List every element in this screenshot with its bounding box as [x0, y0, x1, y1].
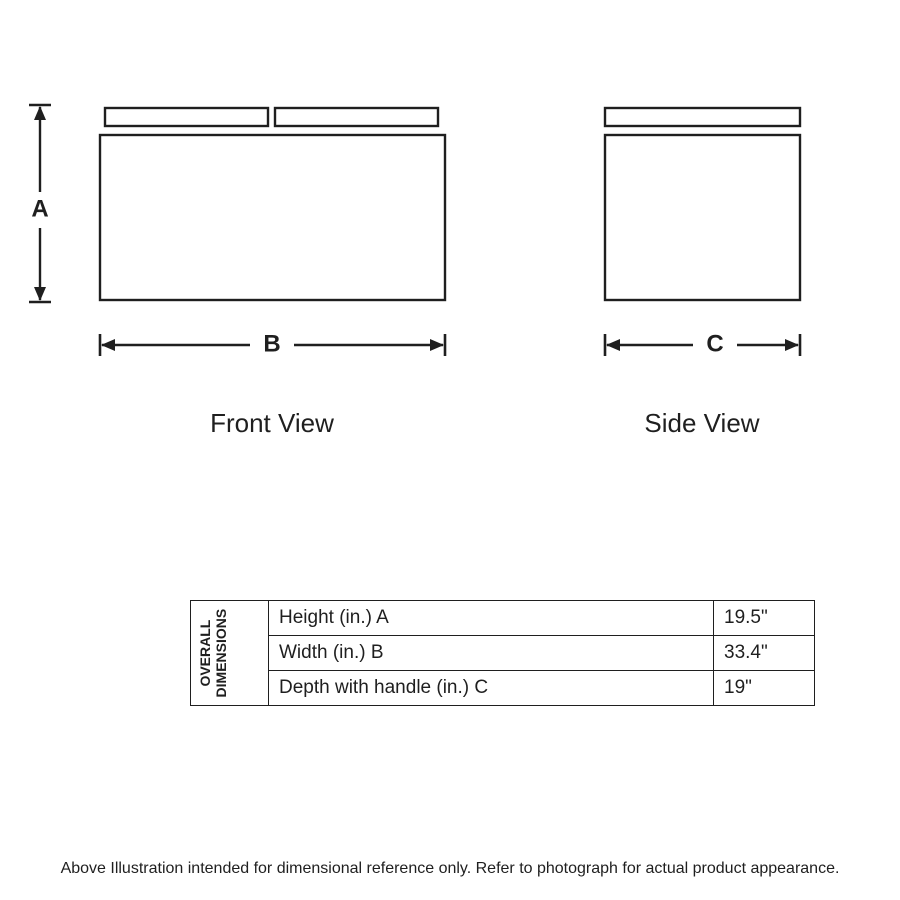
row-value: 19" — [714, 671, 815, 706]
svg-text:C: C — [706, 330, 723, 357]
table-header-cell: OVERALL DIMENSIONS — [191, 601, 269, 706]
row-value: 19.5" — [714, 601, 815, 636]
table-header-line1: OVERALL — [197, 620, 213, 687]
row-label: Width (in.) B — [269, 636, 714, 671]
dimensional-drawing: A B C — [0, 0, 900, 470]
side-view-label: Side View — [622, 408, 782, 439]
row-label: Depth with handle (in.) C — [269, 671, 714, 706]
row-value: 33.4" — [714, 636, 815, 671]
table-header-line2: DIMENSIONS — [213, 609, 229, 698]
dimensions-table: OVERALL DIMENSIONS Height (in.) A 19.5" … — [190, 600, 815, 706]
disclaimer-text: Above Illustration intended for dimensio… — [0, 860, 900, 878]
row-label: Height (in.) A — [269, 601, 714, 636]
svg-text:B: B — [263, 330, 280, 357]
svg-text:A: A — [31, 195, 48, 222]
front-view-label: Front View — [192, 408, 352, 439]
